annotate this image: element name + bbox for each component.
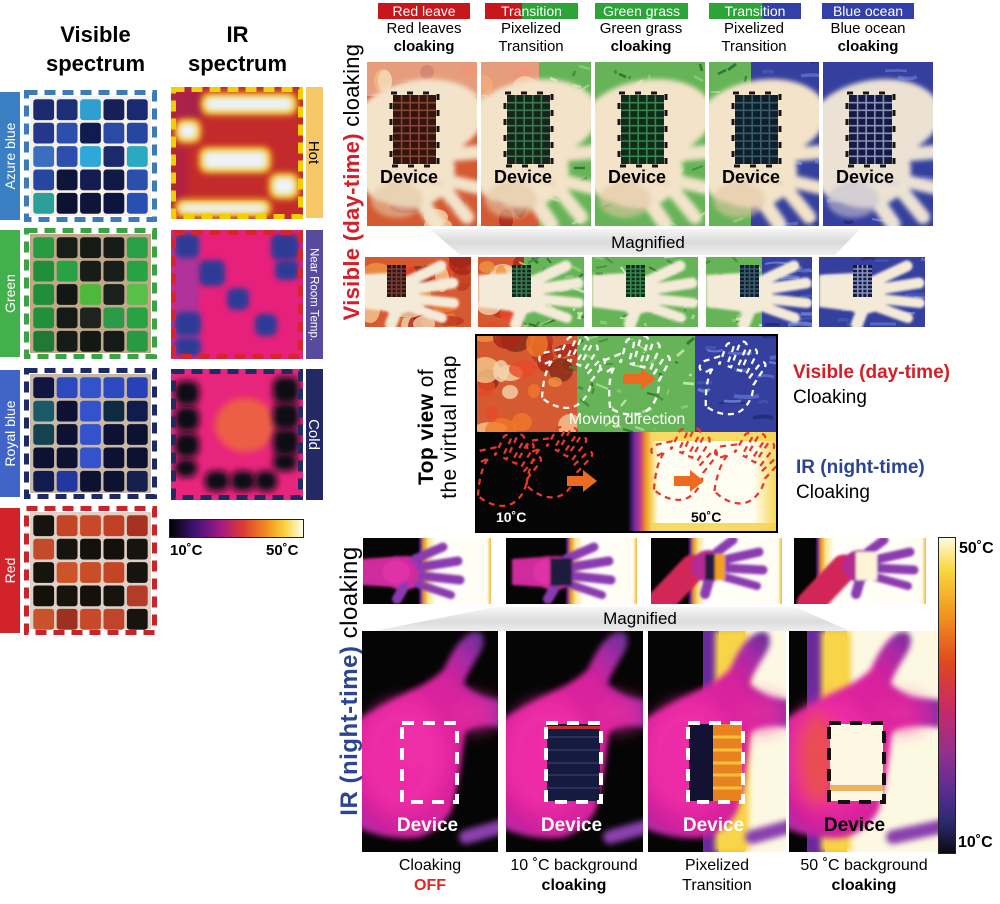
svg-text:Device: Device: [836, 167, 894, 187]
svg-text:Cold: Cold: [306, 419, 322, 450]
svg-text:Device: Device: [824, 815, 885, 836]
svg-text:Near Room Temp.: Near Room Temp.: [307, 248, 319, 341]
svg-text:10˚C: 10˚C: [496, 509, 526, 525]
svg-text:Device: Device: [380, 167, 438, 187]
svg-text:IR (night-time) cloaking: IR (night-time) cloaking: [336, 546, 363, 815]
svg-text:Hot: Hot: [306, 141, 322, 165]
svg-text:Device: Device: [494, 167, 552, 187]
svg-text:Device: Device: [722, 167, 780, 187]
svg-text:Magnified: Magnified: [603, 609, 677, 628]
svg-text:Azure blue: Azure blue: [2, 122, 18, 189]
svg-text:Device: Device: [683, 815, 744, 836]
svg-text:Green: Green: [2, 274, 18, 313]
svg-text:Magnified: Magnified: [611, 233, 685, 252]
svg-text:the virtual map: the virtual map: [438, 355, 461, 499]
svg-text:Device: Device: [397, 815, 458, 836]
svg-text:Visible (day-time) cloaking: Visible (day-time) cloaking: [339, 44, 364, 321]
svg-text:Red: Red: [2, 558, 18, 584]
svg-text:Moving direction: Moving direction: [569, 411, 686, 428]
svg-text:Device: Device: [541, 815, 602, 836]
svg-text:50˚C: 50˚C: [691, 509, 721, 525]
svg-text:Device: Device: [608, 167, 666, 187]
svg-text:Top view of: Top view of: [415, 369, 438, 485]
svg-text:Royal blue: Royal blue: [2, 400, 18, 466]
